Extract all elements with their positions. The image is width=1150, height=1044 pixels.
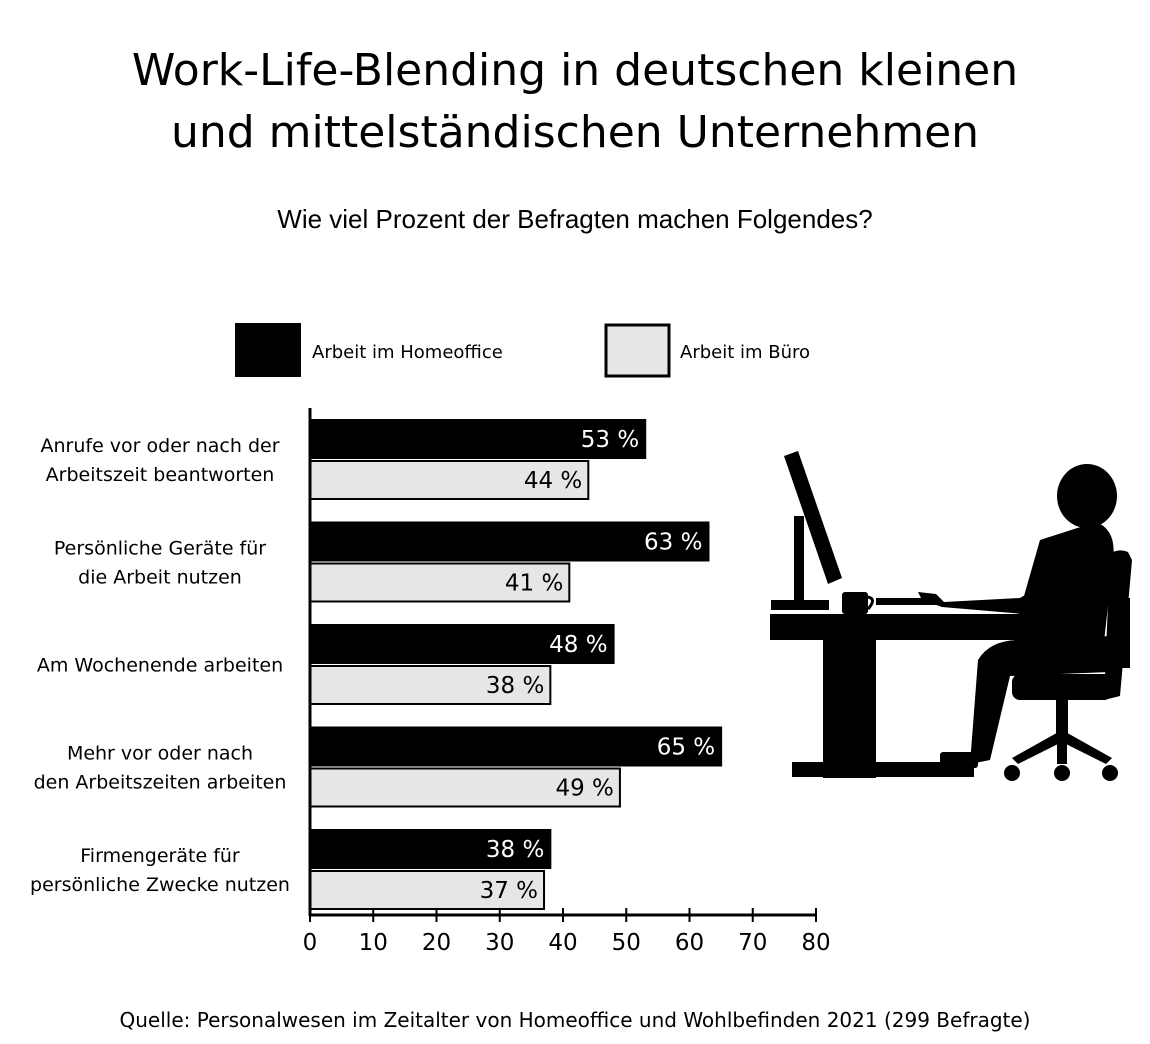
data-label-buero-2: 38 % — [486, 673, 544, 699]
x-tick-label-7: 70 — [738, 930, 767, 956]
category-label-1-1: die Arbeit nutzen — [78, 567, 242, 589]
x-tick-label-8: 80 — [801, 930, 830, 956]
category-label-0-0: Anrufe vor oder nach der — [40, 435, 279, 457]
bar-homeoffice-2 — [309, 624, 615, 664]
chart-title-line1: Work-Life-Blending in deutschen kleinen — [131, 45, 1019, 96]
legend-label-homeoffice: Arbeit im Homeoffice — [312, 342, 503, 363]
data-label-buero-4: 37 % — [480, 878, 538, 904]
bar-buero-4 — [309, 870, 546, 910]
data-label-homeoffice-2: 48 % — [549, 632, 607, 658]
data-label-buero-3: 49 % — [555, 776, 613, 802]
x-tick-label-6: 60 — [675, 930, 704, 956]
legend-swatch-buero — [604, 323, 671, 378]
person-at-desk-icon — [770, 451, 1132, 781]
category-label-4-1: persönliche Zwecke nutzen — [30, 874, 290, 896]
bars-group: 53 %44 %63 %41 %48 %38 %65 %49 %38 %37 % — [309, 419, 723, 910]
category-label-4-0: Firmengeräte für — [80, 845, 240, 867]
category-label-2-0: Am Wochenende arbeiten — [37, 655, 283, 677]
category-label-3-1: den Arbeitszeiten arbeiten — [34, 772, 287, 794]
category-label-0-1: Arbeitszeit beantworten — [46, 464, 275, 486]
x-tick-label-3: 30 — [485, 930, 514, 956]
bar-homeoffice-0 — [309, 419, 647, 459]
bar-buero-1 — [309, 562, 571, 603]
x-tick-label-1: 10 — [359, 930, 388, 956]
bar-buero-3 — [309, 767, 621, 808]
category-labels: Anrufe vor oder nach der Arbeitszeit bean… — [30, 435, 290, 896]
x-tick-label-5: 50 — [612, 930, 641, 956]
chart-title: Work-Life-Blending in deutschen kleinen … — [0, 40, 1150, 164]
x-tick-label-0: 0 — [303, 930, 318, 956]
data-label-homeoffice-4: 38 % — [486, 837, 544, 863]
legend: Arbeit im Homeoffice Arbeit im Büro — [235, 323, 810, 378]
data-label-homeoffice-1: 63 % — [644, 530, 702, 556]
source-note: Quelle: Personalwesen im Zeitalter von H… — [119, 1008, 1031, 1032]
bar-homeoffice-1 — [309, 521, 710, 562]
x-axis: 0 10 20 30 40 50 60 70 80 — [303, 408, 831, 956]
category-label-1-0: Persönliche Geräte für — [54, 538, 266, 560]
x-tick-label-2: 20 — [422, 930, 451, 956]
legend-label-buero: Arbeit im Büro — [680, 342, 810, 363]
bar-homeoffice-3 — [309, 726, 723, 767]
legend-swatch-homeoffice — [235, 323, 301, 377]
category-label-3-0: Mehr vor oder nach — [67, 743, 253, 765]
data-label-homeoffice-0: 53 % — [581, 427, 639, 453]
data-label-buero-0: 44 % — [524, 468, 582, 494]
x-tick-label-4: 40 — [548, 930, 577, 956]
chart-subtitle: Wie viel Prozent der Befragten machen Fo… — [277, 204, 873, 234]
data-label-homeoffice-3: 65 % — [657, 735, 715, 761]
bar-buero-2 — [309, 665, 552, 705]
chart-title-line2: und mittelständischen Unternehmen — [170, 107, 980, 158]
data-label-buero-1: 41 % — [505, 571, 563, 597]
